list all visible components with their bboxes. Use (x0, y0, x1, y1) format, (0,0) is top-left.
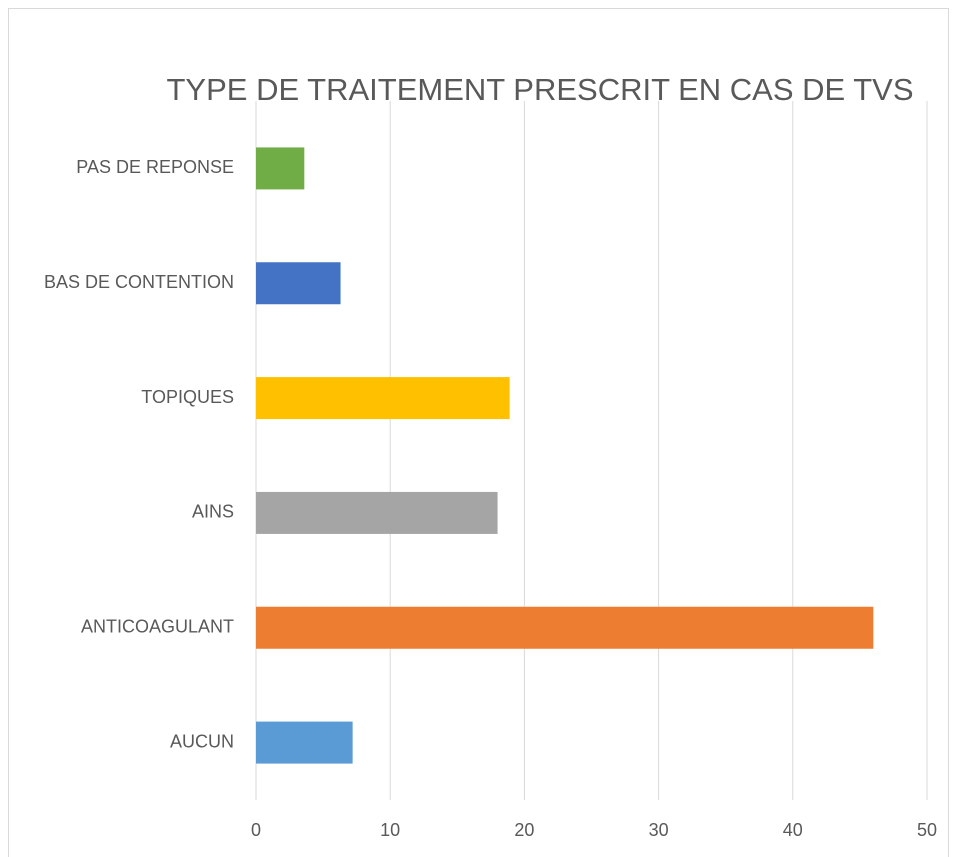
y-tick-label: BAS DE CONTENTION (44, 272, 234, 292)
x-tick-label: 30 (649, 820, 669, 840)
chart-title: TYPE DE TRAITEMENT PRESCRIT EN CAS DE TV… (166, 72, 913, 107)
y-tick-label: PAS DE REPONSE (76, 157, 234, 177)
x-tick-label: 20 (514, 820, 534, 840)
x-tick-label: 10 (380, 820, 400, 840)
y-tick-label: TOPIQUES (141, 387, 234, 407)
bar (256, 377, 510, 420)
bar (256, 606, 874, 649)
x-tick-label: 0 (251, 820, 261, 840)
x-tick-label: 50 (917, 820, 937, 840)
y-tick-label: AINS (192, 502, 234, 522)
bar (256, 147, 305, 190)
x-tick-label: 40 (783, 820, 803, 840)
bar (256, 262, 341, 305)
chart-frame (8, 8, 949, 857)
y-tick-label: ANTICOAGULANT (81, 617, 234, 637)
bar (256, 491, 498, 534)
bar (256, 721, 353, 764)
y-tick-label: AUCUN (170, 731, 234, 751)
